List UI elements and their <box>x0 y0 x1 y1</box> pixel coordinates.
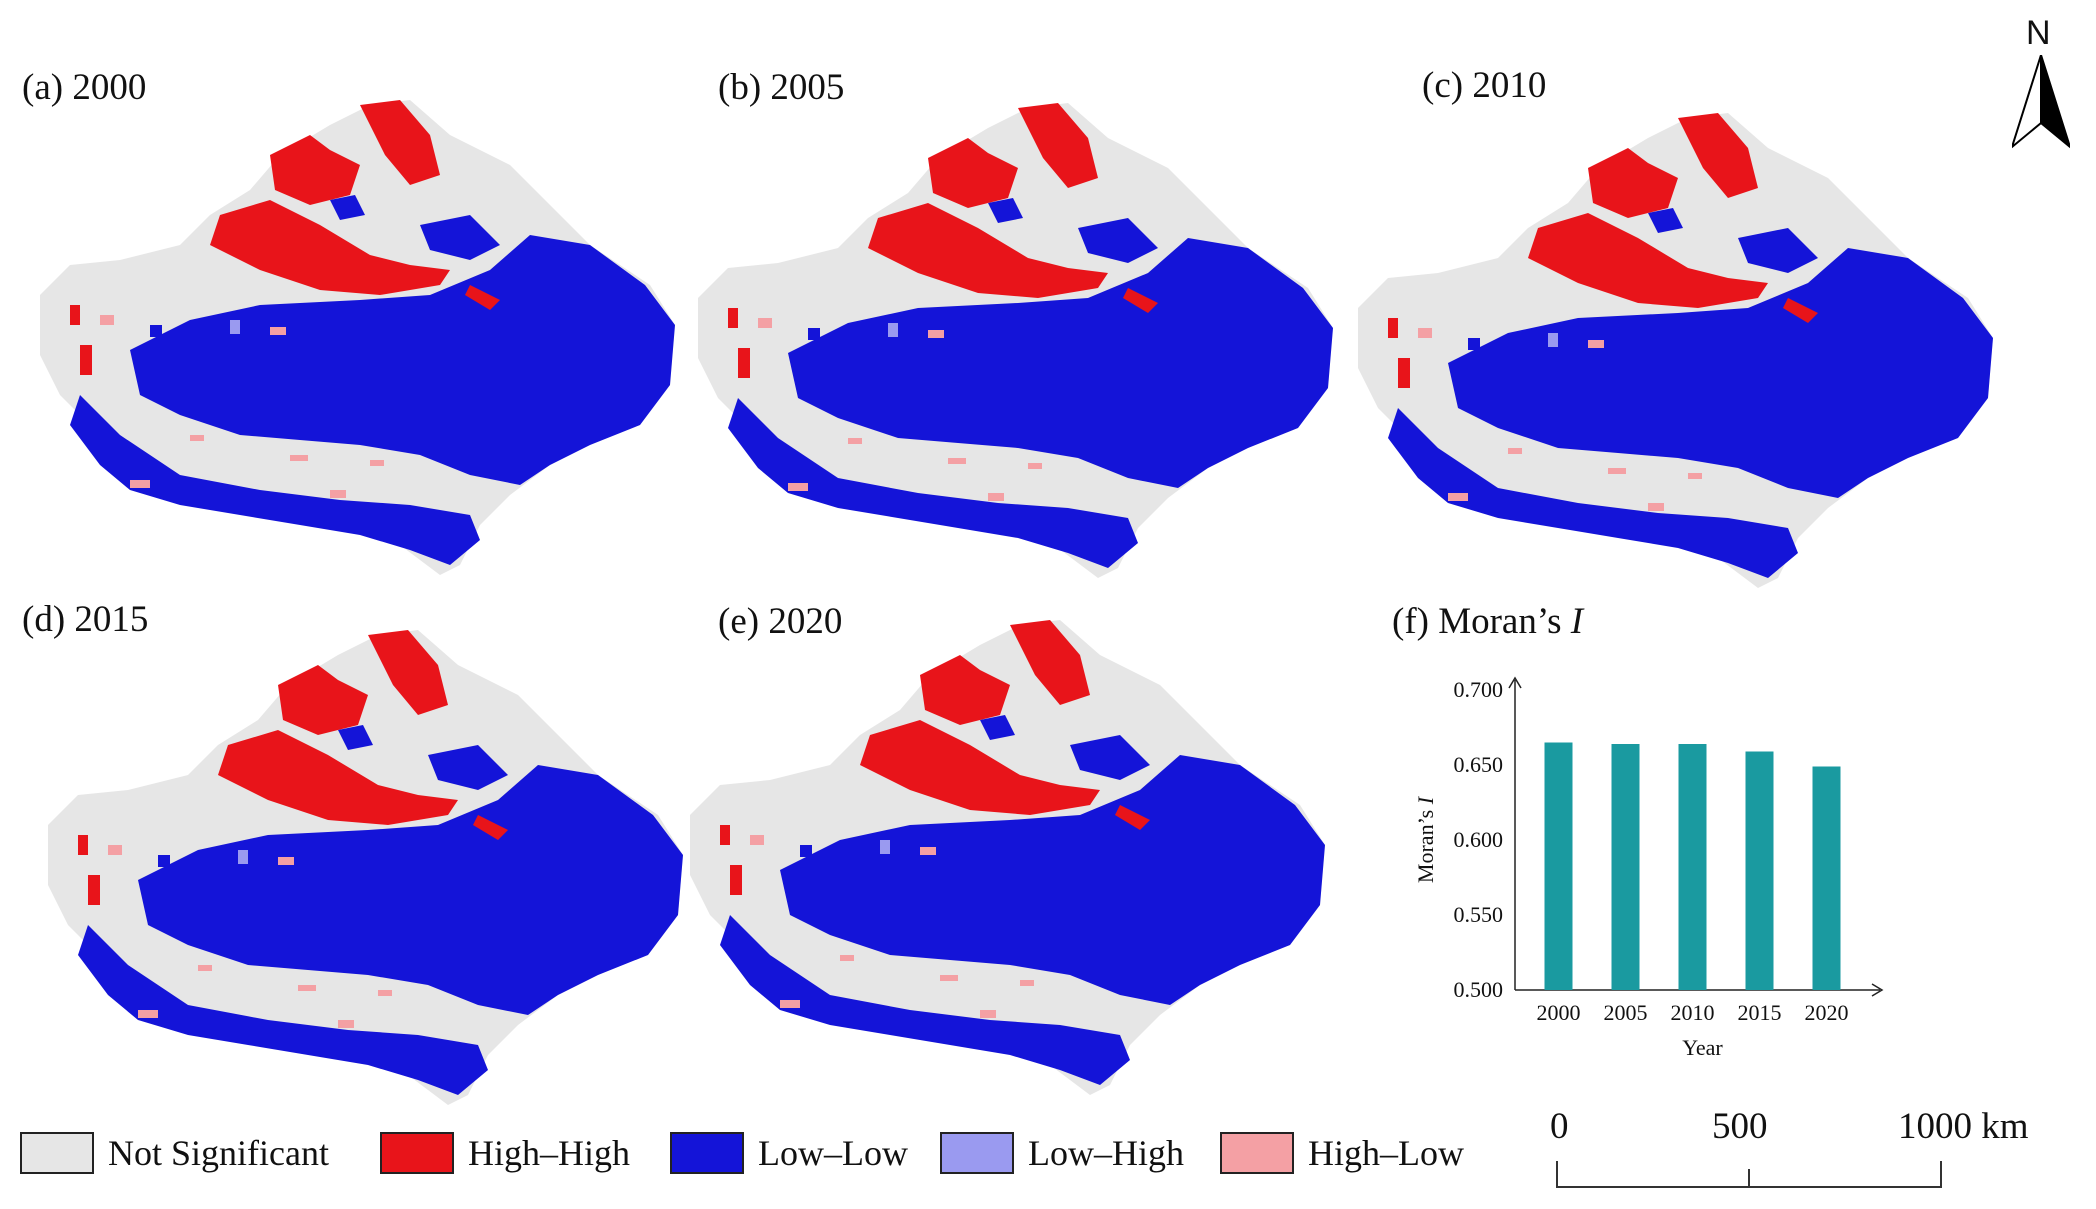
y-axis-label: Moran’s I <box>1413 795 1438 883</box>
y-tick-label: 0.650 <box>1454 752 1504 777</box>
legend-swatch-high-high <box>380 1132 454 1174</box>
legend-label-low-high: Low–High <box>1028 1133 1184 1173</box>
y-axis-label-prefix: Moran’s <box>1413 804 1438 883</box>
y-tick-label: 0.550 <box>1454 902 1504 927</box>
scale-bar <box>1556 1161 1942 1188</box>
map-2000 <box>30 95 680 585</box>
chart-title-prefix: (f) Moran’s <box>1392 601 1571 642</box>
scale-label-1000: 1000 km <box>1898 1106 2029 1147</box>
legend-swatch-not-significant <box>20 1132 94 1174</box>
x-tick-label: 2010 <box>1671 1000 1715 1025</box>
x-axis-arrow <box>1871 983 1884 997</box>
y-tick-label: 0.600 <box>1454 827 1504 852</box>
scale-label-500: 500 <box>1712 1106 1768 1147</box>
map-2005 <box>688 98 1338 588</box>
bar-2010 <box>1678 744 1707 990</box>
north-arrow-icon <box>2012 55 2070 149</box>
panel-title-e: (e) 2020 <box>718 601 843 642</box>
north-label: N <box>2026 14 2051 52</box>
legend-swatch-high-low <box>1220 1132 1294 1174</box>
legend-swatch-low-low <box>670 1132 744 1174</box>
legend-swatch-low-high <box>940 1132 1014 1174</box>
x-axis-label: Year <box>1682 1035 1723 1060</box>
y-axis-arrow <box>1508 676 1522 689</box>
panel-title-d: (d) 2015 <box>22 599 149 640</box>
panel-title-b: (b) 2005 <box>718 67 845 108</box>
legend-label-high-high: High–High <box>468 1133 630 1173</box>
bar-2015 <box>1745 751 1774 990</box>
x-tick-label: 2005 <box>1604 1000 1648 1025</box>
bar-2005 <box>1611 744 1640 990</box>
legend-not-significant: Not Significant <box>20 1130 329 1176</box>
legend-low-low: Low–Low <box>670 1130 908 1176</box>
moran-chart: 0.500 0.550 0.600 0.650 0.700 2000 2005 2010 201… <box>1413 676 1884 1060</box>
map-2020 <box>680 615 1330 1105</box>
bar-2000 <box>1544 742 1573 990</box>
x-tick-label: 2020 <box>1805 1000 1849 1025</box>
scale-label-0: 0 <box>1550 1106 1569 1147</box>
legend-label-high-low: High–Low <box>1308 1133 1464 1173</box>
legend-high-high: High–High <box>380 1130 630 1176</box>
legend-label-not-significant: Not Significant <box>108 1133 329 1173</box>
legend: Not Significant High–High Low–Low Low–Hi… <box>20 1130 1540 1180</box>
bar-2020 <box>1812 766 1841 990</box>
legend-label-low-low: Low–Low <box>758 1133 908 1173</box>
legend-high-low: High–Low <box>1220 1130 1464 1176</box>
panel-title-a: (a) 2000 <box>22 67 147 108</box>
y-axis-label-italic: I <box>1413 795 1438 805</box>
map-2015 <box>38 625 688 1115</box>
x-tick-label: 2000 <box>1537 1000 1581 1025</box>
chart-title: (f) Moran’s I <box>1392 600 1583 643</box>
y-tick-label: 0.700 <box>1454 677 1504 702</box>
map-2010 <box>1348 108 1998 598</box>
panel-title-c: (c) 2010 <box>1422 65 1547 106</box>
chart-title-italic: I <box>1570 601 1584 642</box>
y-tick-label: 0.500 <box>1454 977 1504 1002</box>
legend-low-high: Low–High <box>940 1130 1184 1176</box>
x-tick-label: 2015 <box>1738 1000 1782 1025</box>
